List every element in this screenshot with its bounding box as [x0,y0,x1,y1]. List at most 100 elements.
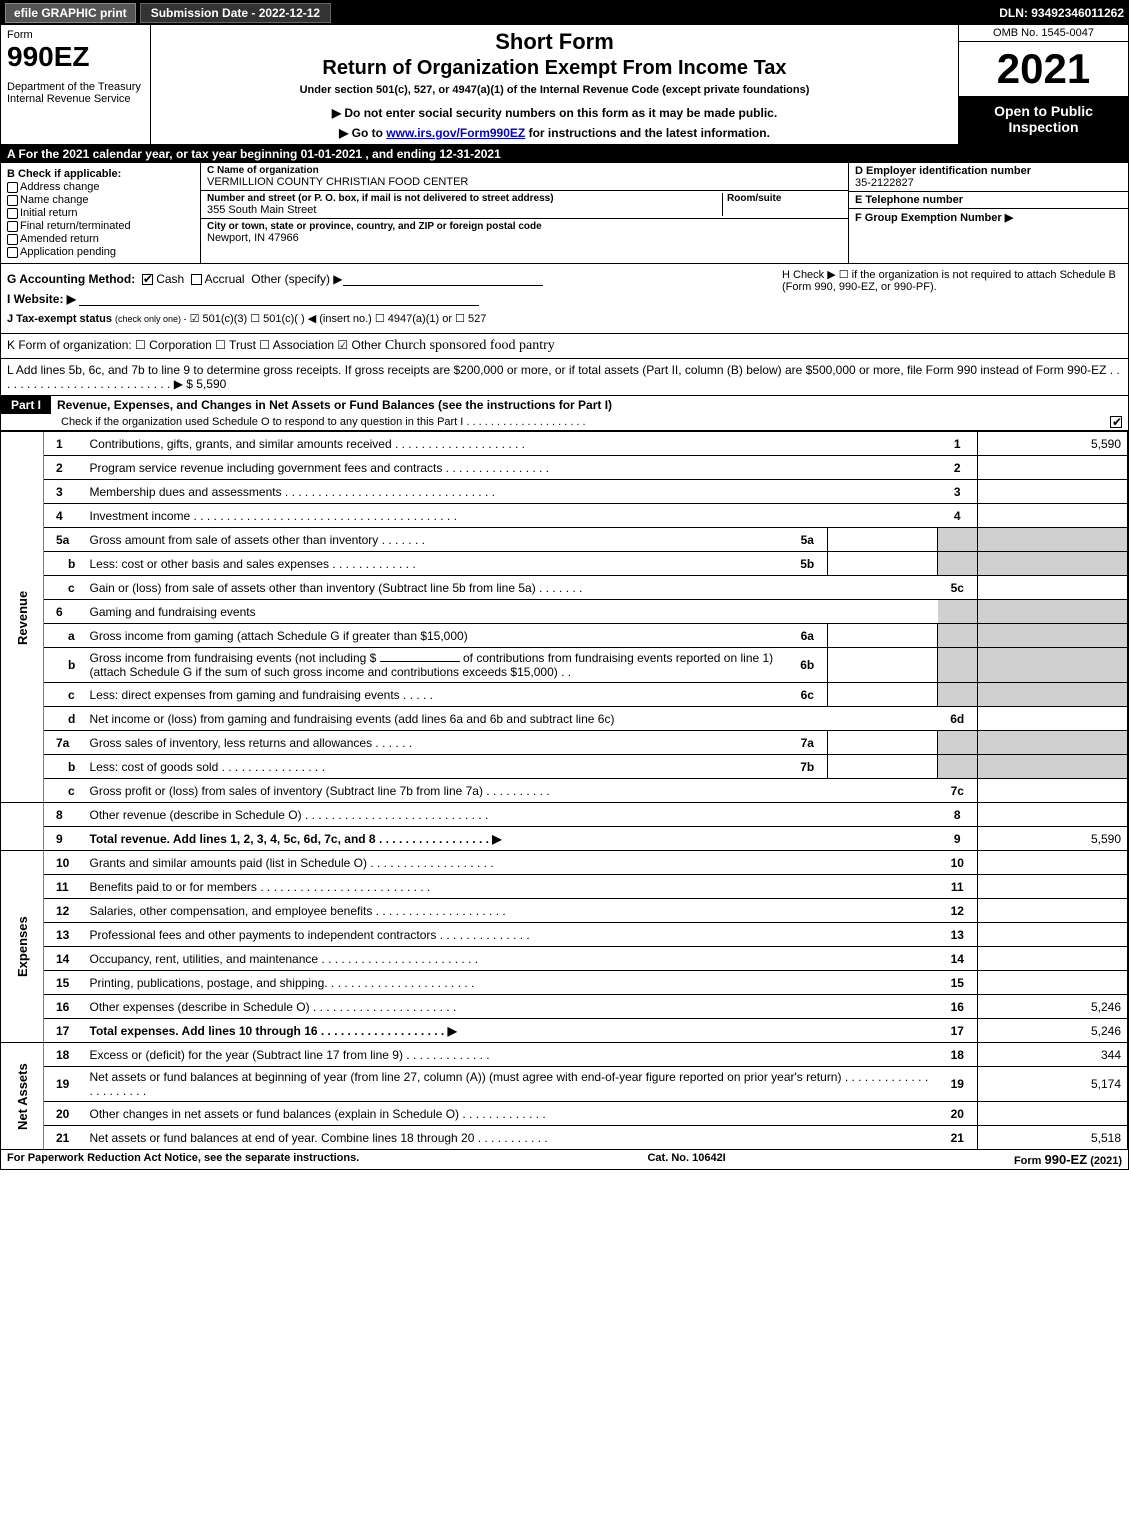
website-input[interactable] [79,292,479,306]
form-title: Return of Organization Exempt From Incom… [157,57,952,80]
row-k: K Form of organization: ☐ Corporation ☐ … [1,334,1128,359]
line-7a-value [828,731,938,755]
g-label: G Accounting Method: [7,272,135,286]
line-1-desc: Contributions, gifts, grants, and simila… [84,432,938,456]
line-9-desc: Total revenue. Add lines 1, 2, 3, 4, 5c,… [84,827,938,851]
part-i-header: Part I Revenue, Expenses, and Changes in… [1,396,1128,414]
line-6b-desc: Gross income from fundraising events (no… [84,648,788,683]
part-i-schedule-o-check[interactable] [1110,416,1122,428]
check-cash[interactable] [142,274,153,285]
form-word: Form [7,29,144,41]
line-7b-value [828,755,938,779]
room-hdr: Room/suite [727,193,842,204]
line-a: A For the 2021 calendar year, or tax yea… [1,145,1128,163]
line-5a-desc: Gross amount from sale of assets other t… [84,528,788,552]
submission-date-button[interactable]: Submission Date - 2022-12-12 [140,3,331,23]
check-address-change[interactable] [7,182,18,193]
footer-left: For Paperwork Reduction Act Notice, see … [7,1152,359,1167]
line-6b-value [828,648,938,683]
open-public-badge: Open to Public Inspection [959,97,1128,144]
ein-value: 35-2122827 [855,177,1122,189]
line-14-value [978,947,1128,971]
line-5c-value [978,576,1128,600]
line-13-value [978,923,1128,947]
check-accrual[interactable] [191,274,202,285]
col-c-org: C Name of organization VERMILLION COUNTY… [201,163,848,263]
j-label: J Tax-exempt status [7,313,112,325]
col-d: D Employer identification number 35-2122… [848,163,1128,263]
j-options: ☑ 501(c)(3) ☐ 501(c)( ) ◀ (insert no.) ☐… [190,313,487,325]
part-i-table: Revenue 1Contributions, gifts, grants, a… [1,431,1128,1150]
short-form-label: Short Form [157,29,952,55]
line-21-desc: Net assets or fund balances at end of ye… [84,1126,938,1150]
line-16-value: 5,246 [978,995,1128,1019]
note-link: ▶ Go to www.irs.gov/Form990EZ for instru… [157,126,952,140]
line-6a-value [828,624,938,648]
side-expenses: Expenses [1,851,44,1043]
tel-hdr: E Telephone number [855,194,1122,206]
line-21-value: 5,518 [978,1126,1128,1150]
col-b-header: B Check if applicable: [7,168,194,180]
irs-link[interactable]: www.irs.gov/Form990EZ [386,126,525,140]
dept-label: Department of the Treasury Internal Reve… [7,81,144,105]
check-name-change[interactable] [7,195,18,206]
top-bar: efile GRAPHIC print Submission Date - 20… [1,1,1128,25]
check-initial-return[interactable] [7,208,18,219]
side-revenue: Revenue [1,432,44,803]
line-10-value [978,851,1128,875]
city-hdr: City or town, state or province, country… [207,221,842,232]
k-other-value: Church sponsored food pantry [385,338,555,353]
org-name: VERMILLION COUNTY CHRISTIAN FOOD CENTER [207,176,842,188]
line-4-desc: Investment income . . . . . . . . . . . … [84,504,938,528]
line-18-desc: Excess or (deficit) for the year (Subtra… [84,1043,938,1067]
street-hdr: Number and street (or P. O. box, if mail… [207,193,722,204]
line-6a-desc: Gross income from gaming (attach Schedul… [84,624,788,648]
line-6d-value [978,707,1128,731]
line-1-value: 5,590 [978,432,1128,456]
check-final-return[interactable] [7,221,18,232]
footer-form: Form 990-EZ (2021) [1014,1152,1122,1167]
tax-year: 2021 [959,42,1128,97]
line-10-desc: Grants and similar amounts paid (list in… [84,851,938,875]
line-17-desc: Total expenses. Add lines 10 through 16 … [84,1019,938,1043]
line-3-desc: Membership dues and assessments . . . . … [84,480,938,504]
page-footer: For Paperwork Reduction Act Notice, see … [1,1150,1128,1169]
line-5c-desc: Gain or (loss) from sale of assets other… [84,576,938,600]
line-17-value: 5,246 [978,1019,1128,1043]
street-value: 355 South Main Street [207,204,722,216]
line-8-value [978,803,1128,827]
line-7a-desc: Gross sales of inventory, less returns a… [84,731,788,755]
form-subtitle: Under section 501(c), 527, or 4947(a)(1)… [157,84,952,96]
line-12-desc: Salaries, other compensation, and employ… [84,899,938,923]
line-6d-desc: Net income or (loss) from gaming and fun… [84,707,938,731]
check-application-pending[interactable] [7,247,18,258]
line-13-desc: Professional fees and other payments to … [84,923,938,947]
other-method-input[interactable] [343,272,543,286]
line-5b-desc: Less: cost or other basis and sales expe… [84,552,788,576]
efile-print-button[interactable]: efile GRAPHIC print [5,3,136,23]
note-ssn: ▶ Do not enter social security numbers o… [157,106,952,120]
line-15-desc: Printing, publications, postage, and shi… [84,971,938,995]
line-18-value: 344 [978,1043,1128,1067]
check-amended-return[interactable] [7,234,18,245]
line-15-value [978,971,1128,995]
form-header: Form 990EZ Department of the Treasury In… [1,25,1128,145]
line-4-value [978,504,1128,528]
line-19-value: 5,174 [978,1067,1128,1102]
side-net-assets: Net Assets [1,1043,44,1150]
i-label: I Website: ▶ [7,292,76,306]
line-6c-value [828,683,938,707]
line-16-desc: Other expenses (describe in Schedule O) … [84,995,938,1019]
line-7c-desc: Gross profit or (loss) from sales of inv… [84,779,938,803]
line-8-desc: Other revenue (describe in Schedule O) .… [84,803,938,827]
group-hdr: F Group Exemption Number ▶ [855,211,1122,224]
line-3-value [978,480,1128,504]
line-20-value [978,1102,1128,1126]
line-19-desc: Net assets or fund balances at beginning… [84,1067,938,1102]
part-i-sub: Check if the organization used Schedule … [1,414,1128,431]
info-block: B Check if applicable: Address change Na… [1,163,1128,264]
line-14-desc: Occupancy, rent, utilities, and maintena… [84,947,938,971]
row-l: L Add lines 5b, 6c, and 7b to line 9 to … [1,359,1128,396]
ein-hdr: D Employer identification number [855,165,1122,177]
line-20-desc: Other changes in net assets or fund bala… [84,1102,938,1126]
